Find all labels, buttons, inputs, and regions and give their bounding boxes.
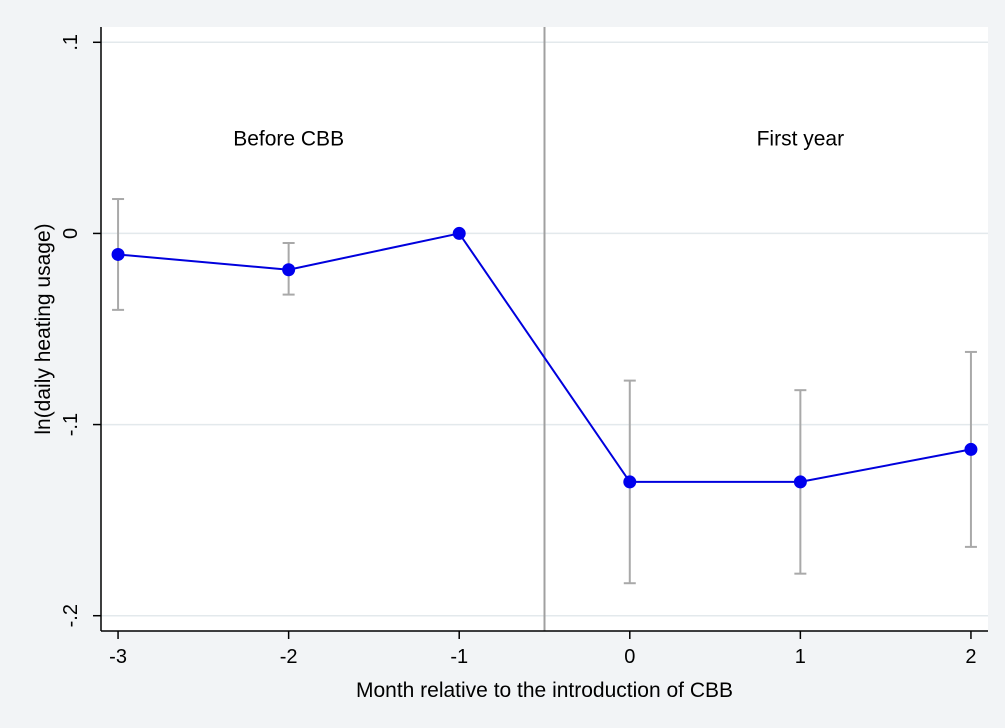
annotation-label: First year xyxy=(757,127,845,150)
x-tick-label: 0 xyxy=(624,646,635,668)
data-point xyxy=(793,475,807,489)
x-tick-label: -2 xyxy=(280,646,298,668)
x-axis-title: Month relative to the introduction of CB… xyxy=(356,679,733,702)
y-axis-title: ln(daily heating usage) xyxy=(32,223,55,434)
x-tick-label: 2 xyxy=(965,646,976,668)
y-tick-label: .1 xyxy=(60,34,82,51)
series-line xyxy=(117,232,972,483)
annotation-label: Before CBB xyxy=(233,127,344,150)
y-tick-label: 0 xyxy=(60,228,82,239)
axes: -3 -2 -1 0 1 2 -.2 -.1 0 .1 xyxy=(60,27,988,668)
data-point xyxy=(964,442,978,456)
x-tick-label: -3 xyxy=(109,646,127,668)
x-tick-label: 1 xyxy=(795,646,806,668)
y-tick-label: -.2 xyxy=(60,604,82,627)
y-tick-label: -.1 xyxy=(60,413,82,436)
data-point xyxy=(282,263,296,277)
series-markers xyxy=(111,226,978,489)
data-point xyxy=(111,247,125,261)
annotations: Before CBB First year xyxy=(233,127,844,150)
x-tick-label: -1 xyxy=(450,646,468,668)
data-point xyxy=(623,475,637,489)
data-point xyxy=(452,226,466,240)
